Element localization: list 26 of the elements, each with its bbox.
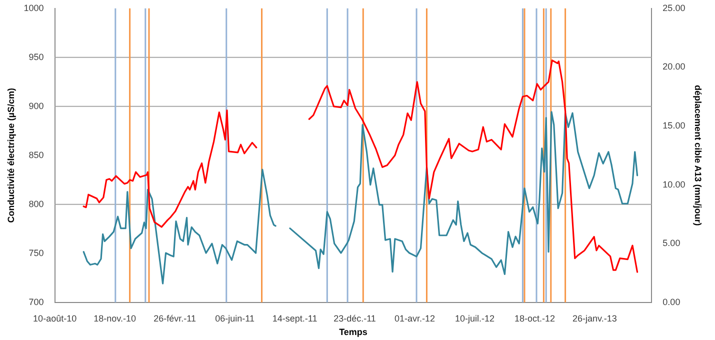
x-axis-title: Temps: [339, 327, 368, 338]
y-tick-label: 800: [28, 198, 44, 209]
x-tick-label: 01-avr.-12: [394, 313, 435, 324]
y-tick-label: 900: [28, 100, 44, 111]
x-tick-label: 18-nov.-10: [94, 313, 136, 324]
y2-tick-label: 15.00: [662, 120, 686, 130]
y2-tick-label: 10.00: [662, 179, 686, 190]
y2-axis-title: déplacement cible A13 (mm/jour): [693, 85, 704, 226]
x-tick-label: 18-oct.-12: [514, 313, 555, 324]
x-tick-label: 26-févr.-11: [154, 313, 196, 324]
y-tick-label: 950: [28, 52, 44, 62]
x-tick-label: 10-août-10: [33, 313, 77, 324]
x-tick-label: 23-déc.-11: [334, 313, 376, 324]
y2-tick-label: 0.00: [662, 296, 680, 307]
y-tick-label: 700: [28, 296, 44, 307]
y-tick-label: 1000: [24, 2, 44, 13]
x-tick-label: 14-sept.-11: [272, 313, 318, 324]
x-tick-label: 06-juin-11: [215, 313, 254, 324]
y2-tick-label: 20.00: [662, 62, 686, 72]
x-tick-label: 10-juil.-12: [454, 313, 494, 324]
y2-tick-label: 5.00: [662, 238, 680, 248]
x-tick-label: 26-janv.-13: [572, 313, 617, 324]
y-tick-label: 750: [28, 248, 44, 258]
y-axis-title: Conductivité électrique (µS/cm): [6, 88, 16, 223]
y2-tick-label: 25.00: [662, 2, 686, 13]
y-tick-label: 850: [28, 150, 44, 160]
